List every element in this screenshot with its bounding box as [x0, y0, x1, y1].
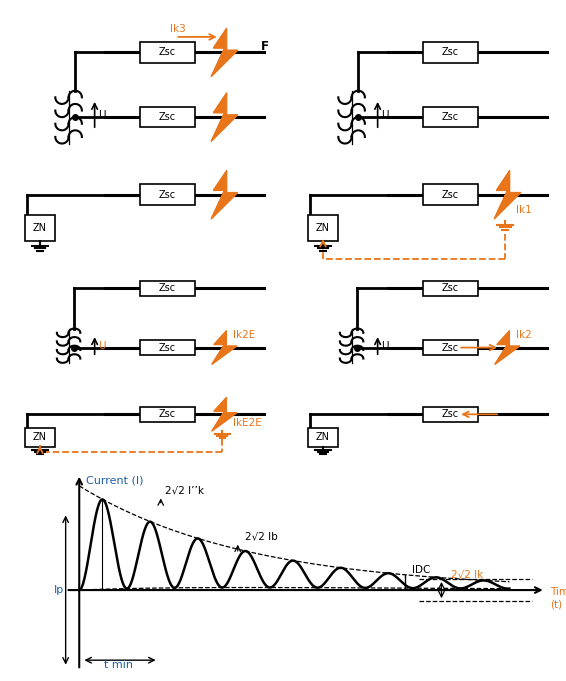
- Text: Zsc: Zsc: [442, 343, 459, 353]
- Text: Zsc: Zsc: [442, 190, 459, 200]
- Text: F: F: [261, 40, 269, 53]
- Polygon shape: [211, 28, 238, 77]
- Text: Zsc: Zsc: [442, 48, 459, 57]
- Text: Zsc: Zsc: [442, 283, 459, 294]
- Bar: [140, 107, 195, 127]
- Text: ZN: ZN: [33, 432, 47, 442]
- Bar: [140, 340, 195, 355]
- Text: U: U: [381, 340, 389, 351]
- Bar: [423, 281, 478, 296]
- Text: Ip: Ip: [54, 585, 64, 595]
- Bar: [308, 215, 338, 241]
- Bar: [423, 107, 478, 127]
- Polygon shape: [494, 170, 521, 219]
- Text: ZN: ZN: [316, 432, 330, 442]
- Text: Zsc: Zsc: [159, 343, 176, 353]
- Polygon shape: [211, 93, 238, 142]
- Text: Zsc: Zsc: [159, 112, 176, 122]
- Bar: [25, 215, 55, 241]
- Text: IDC: IDC: [412, 565, 430, 575]
- Text: Time: Time: [550, 587, 566, 597]
- Text: (t): (t): [550, 599, 562, 609]
- Polygon shape: [495, 331, 520, 364]
- Bar: [423, 340, 478, 355]
- Text: 2√2 Ik: 2√2 Ik: [451, 569, 483, 579]
- Text: U: U: [381, 110, 389, 120]
- Bar: [423, 407, 478, 422]
- Text: Ik3: Ik3: [170, 24, 186, 34]
- Polygon shape: [212, 398, 237, 431]
- Bar: [423, 185, 478, 205]
- Text: Current (I): Current (I): [86, 476, 144, 486]
- Bar: [140, 407, 195, 422]
- Bar: [423, 42, 478, 63]
- Text: Zsc: Zsc: [159, 409, 176, 419]
- Bar: [140, 185, 195, 205]
- Text: 2√2 I’’k: 2√2 I’’k: [165, 486, 204, 496]
- Text: Ik2: Ik2: [516, 330, 531, 340]
- Text: ZN: ZN: [316, 223, 330, 234]
- Text: IkE2E: IkE2E: [233, 417, 261, 428]
- Text: t min: t min: [104, 660, 134, 670]
- Text: Zsc: Zsc: [159, 283, 176, 294]
- Text: ZN: ZN: [33, 223, 47, 234]
- Text: Zsc: Zsc: [442, 409, 459, 419]
- Text: Zsc: Zsc: [159, 190, 176, 200]
- Text: U: U: [98, 110, 106, 120]
- Polygon shape: [212, 331, 237, 364]
- Bar: [140, 42, 195, 63]
- Bar: [308, 428, 338, 447]
- Bar: [25, 428, 55, 447]
- Bar: [140, 281, 195, 296]
- Text: Ik2E: Ik2E: [233, 330, 255, 340]
- Text: U: U: [98, 340, 106, 351]
- Polygon shape: [211, 170, 238, 219]
- Text: Ik1: Ik1: [516, 205, 531, 215]
- Text: 2√2 Ib: 2√2 Ib: [245, 532, 277, 542]
- Text: Zsc: Zsc: [159, 48, 176, 57]
- Text: Zsc: Zsc: [442, 112, 459, 122]
